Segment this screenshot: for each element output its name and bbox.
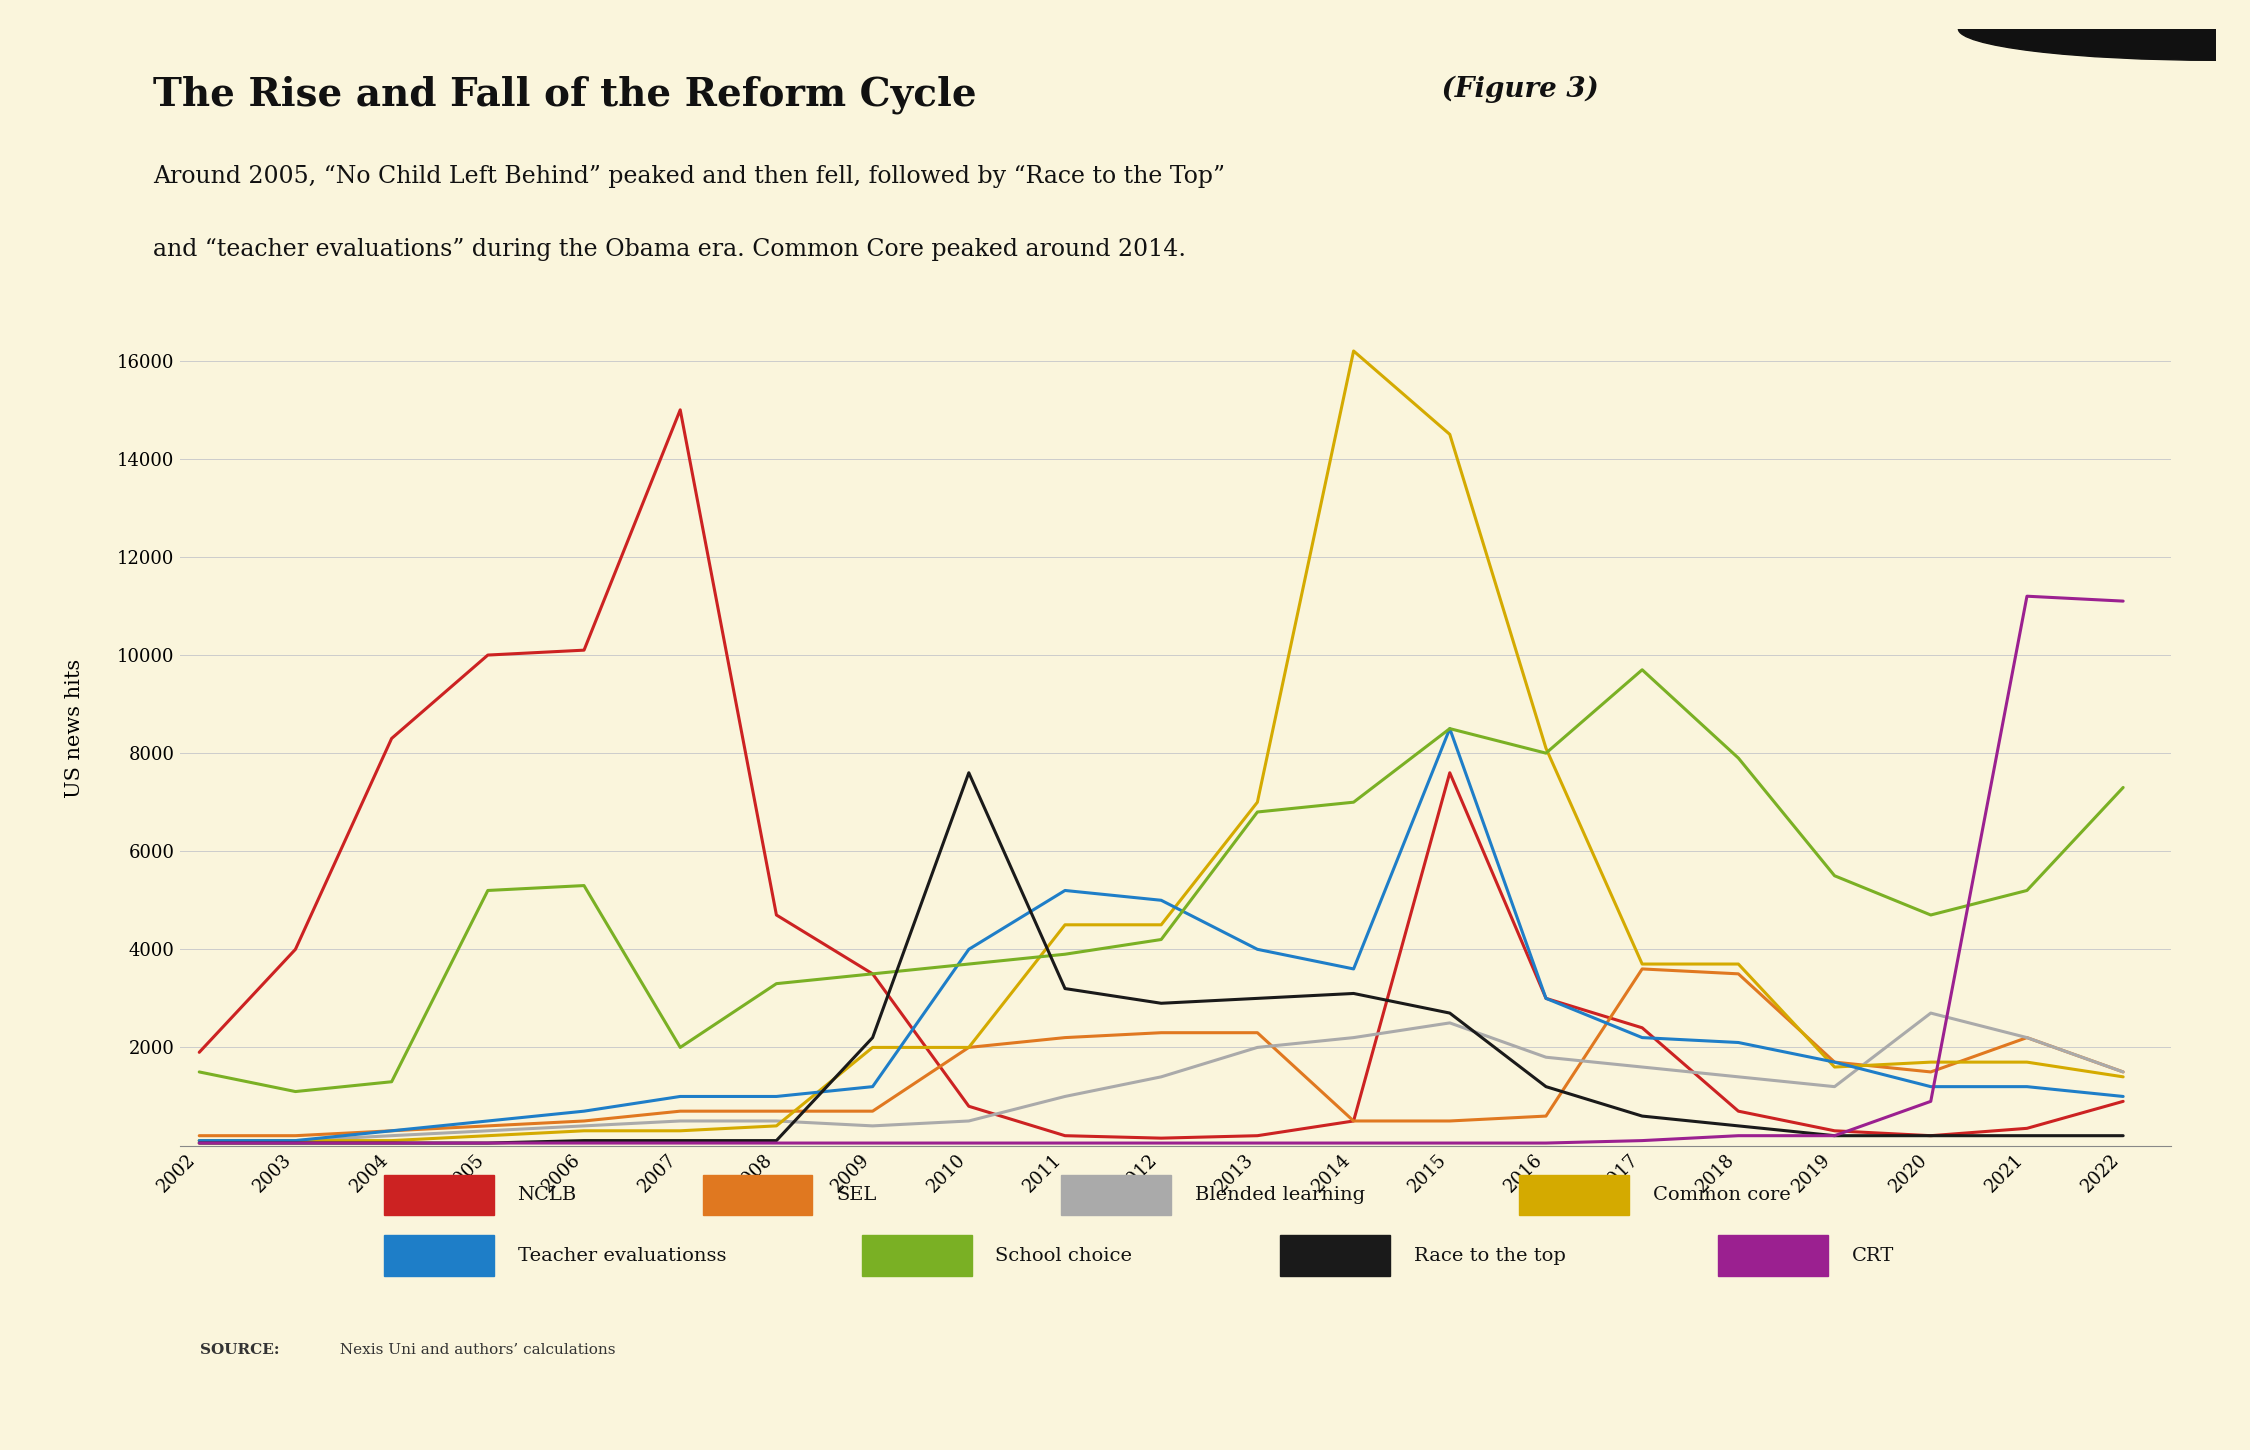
Bar: [385, 1235, 493, 1276]
Text: Race to the top: Race to the top: [1413, 1247, 1566, 1264]
Bar: [702, 1174, 812, 1215]
Bar: [1719, 1235, 1827, 1276]
Text: (Figure 3): (Figure 3): [1431, 75, 1600, 103]
Bar: [1280, 1235, 1390, 1276]
Text: SOURCE:: SOURCE:: [200, 1343, 279, 1357]
Bar: [1519, 1174, 1629, 1215]
Text: CRT: CRT: [1852, 1247, 1894, 1264]
Bar: [385, 1174, 493, 1215]
Bar: [1062, 1174, 1170, 1215]
Wedge shape: [1958, 29, 2216, 61]
Text: School choice: School choice: [994, 1247, 1132, 1264]
Text: The Rise and Fall of the Reform Cycle: The Rise and Fall of the Reform Cycle: [153, 75, 976, 115]
Text: Teacher evaluationss: Teacher evaluationss: [518, 1247, 727, 1264]
Text: and “teacher evaluations” during the Obama era. Common Core peaked around 2014.: and “teacher evaluations” during the Oba…: [153, 238, 1186, 261]
Bar: [862, 1235, 972, 1276]
Text: Around 2005, “No Child Left Behind” peaked and then fell, followed by “Race to t: Around 2005, “No Child Left Behind” peak…: [153, 165, 1226, 187]
Y-axis label: US news hits: US news hits: [65, 658, 86, 799]
Text: SEL: SEL: [837, 1186, 878, 1204]
Text: Common core: Common core: [1652, 1186, 1791, 1204]
Text: Blended learning: Blended learning: [1195, 1186, 1366, 1204]
Text: NCLB: NCLB: [518, 1186, 576, 1204]
Text: Nexis Uni and authors’ calculations: Nexis Uni and authors’ calculations: [335, 1343, 616, 1357]
